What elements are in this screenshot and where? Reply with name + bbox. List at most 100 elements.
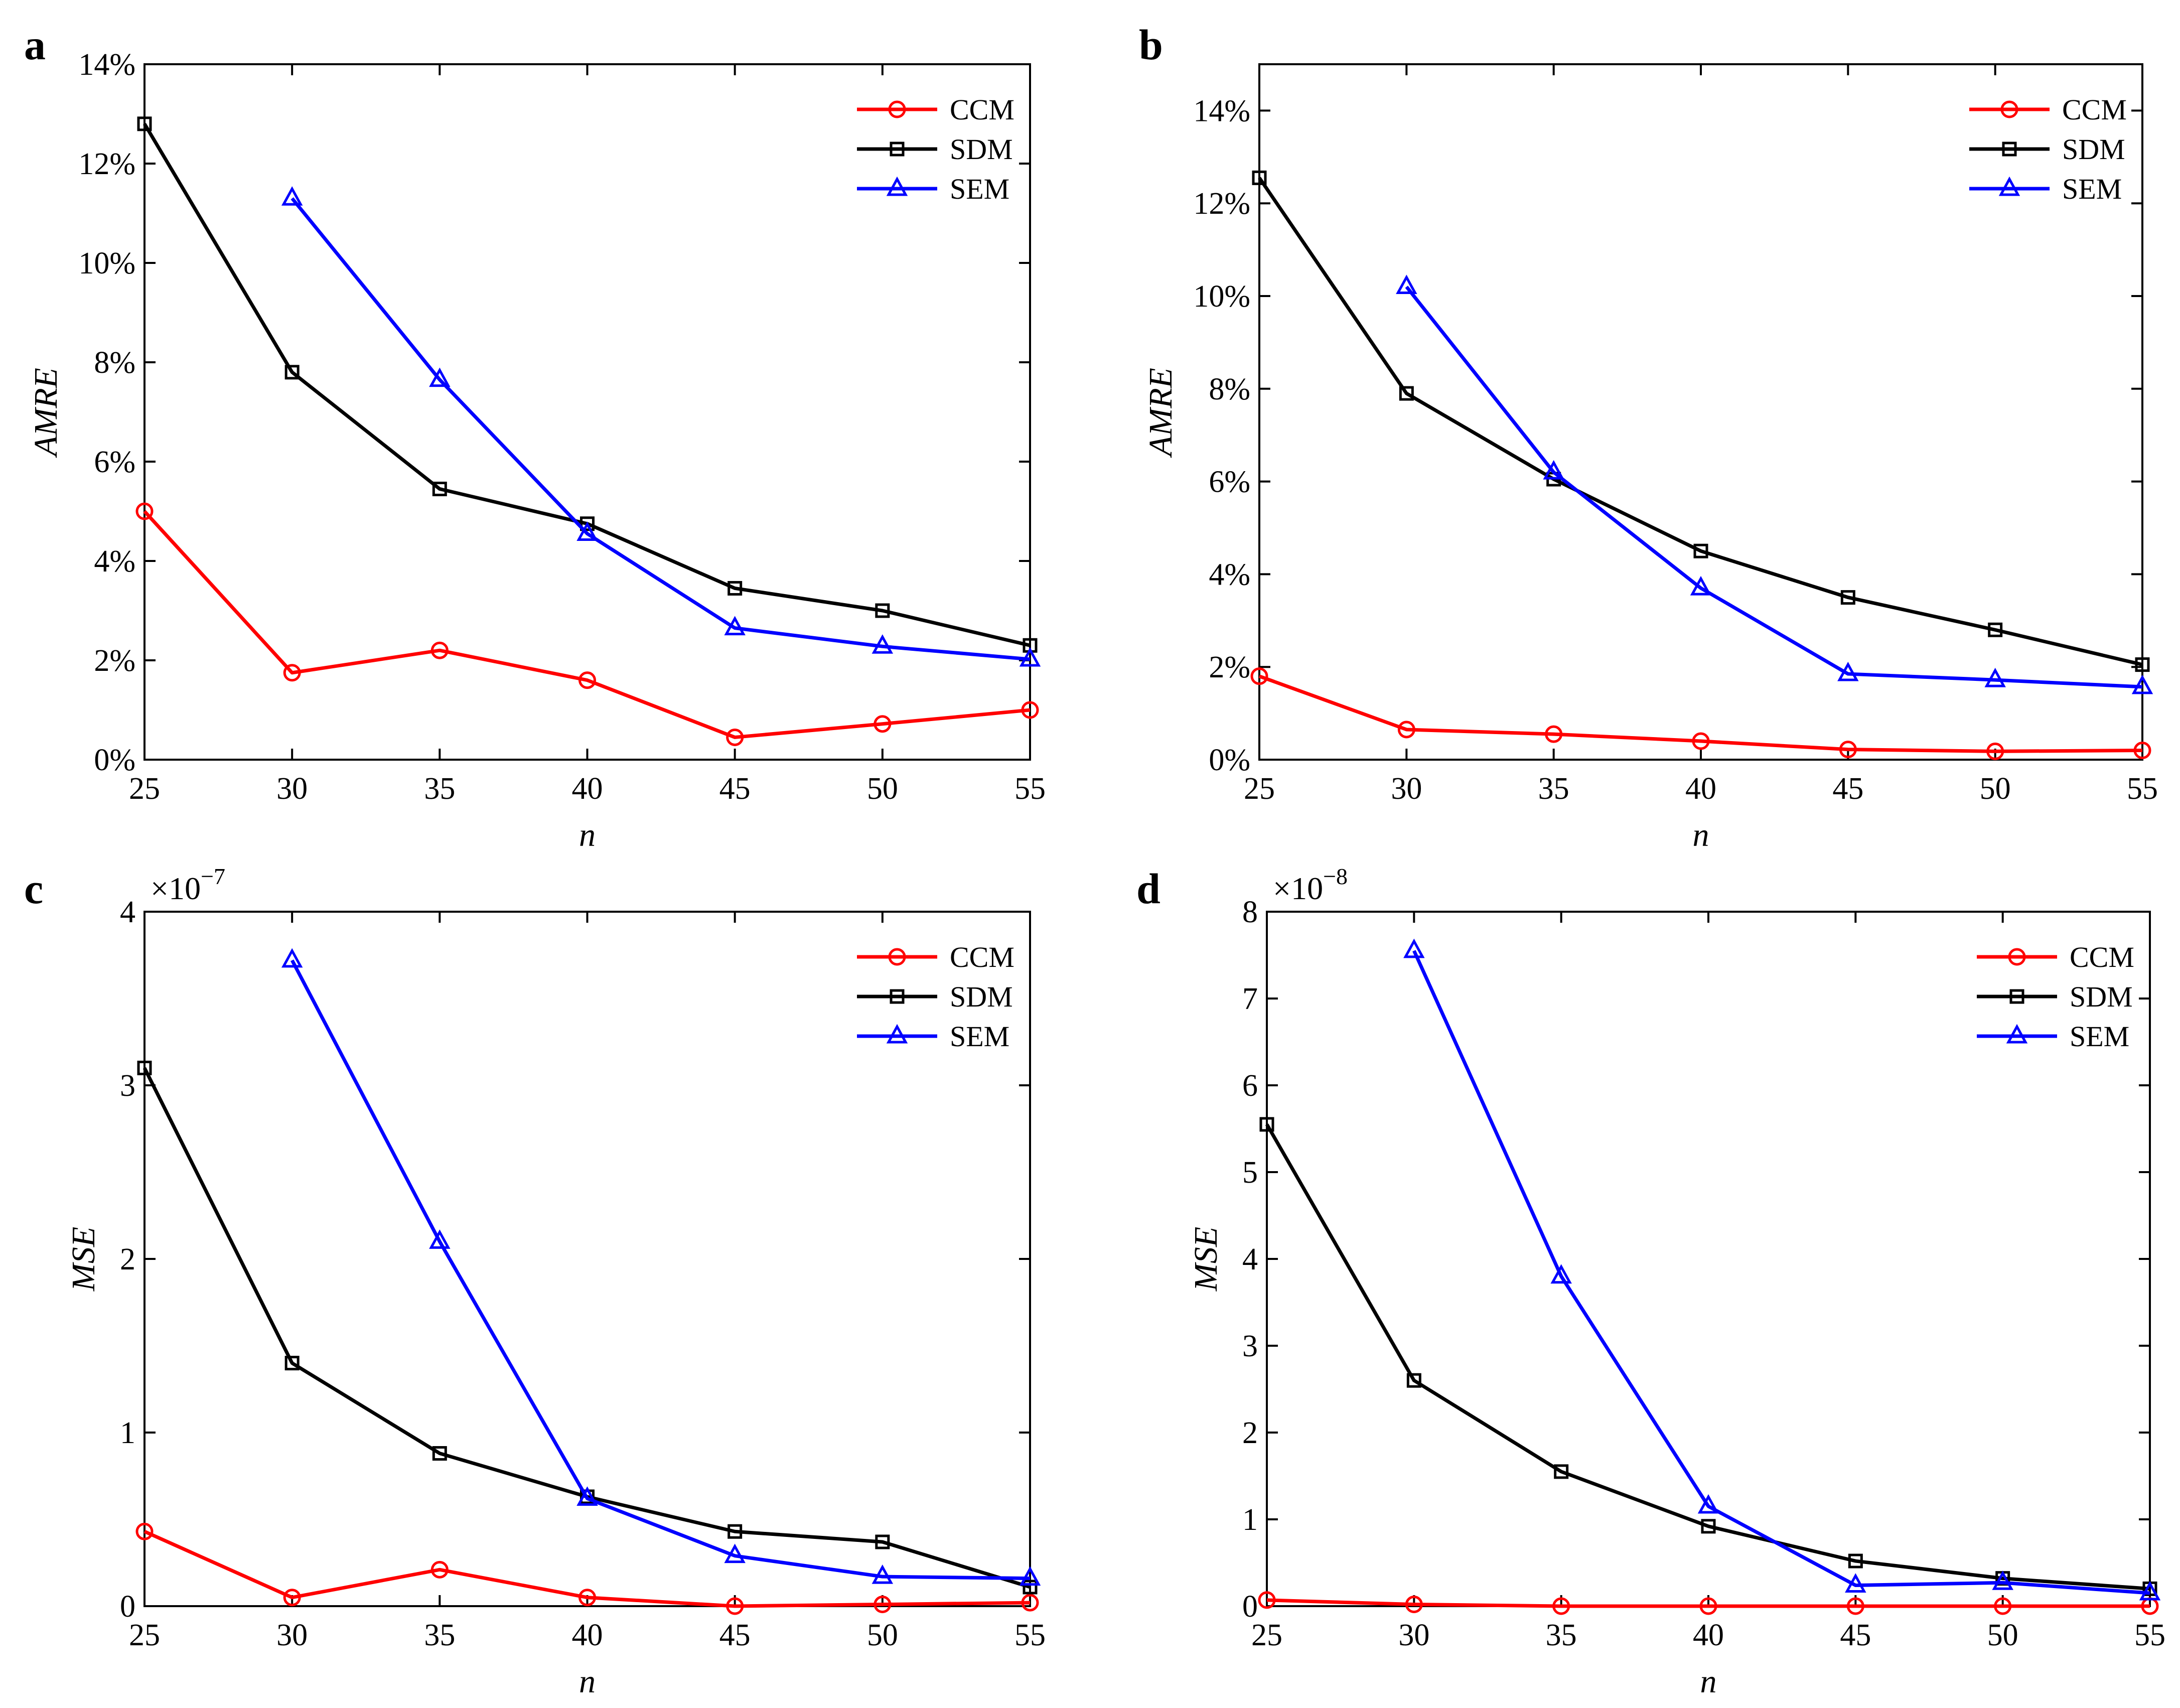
- y-tick-label: 0%: [1209, 743, 1250, 777]
- y-tick-label: 14%: [1193, 94, 1250, 128]
- series-CCM: [135, 502, 1039, 746]
- series-SEM: [281, 186, 1041, 667]
- circle-marker: [1994, 1597, 2012, 1615]
- legend-label: CCM: [2062, 93, 2127, 126]
- circle-marker: [578, 1589, 596, 1607]
- square-marker: [890, 989, 905, 1004]
- triangle-marker: [1550, 1264, 1572, 1284]
- plot-frame: [1266, 911, 2151, 1607]
- legend: CCM SDM SEM: [1969, 93, 2127, 205]
- y-tick-label: 14%: [78, 48, 135, 82]
- legend: CCM SDM SEM: [857, 941, 1014, 1053]
- series-line: [143, 510, 1031, 739]
- circle-marker: [578, 671, 596, 689]
- y-tick-label: 3: [1242, 1329, 1258, 1363]
- series-line: [1265, 1123, 2150, 1591]
- legend: CCM SDM SEM: [857, 93, 1014, 205]
- series-line: [1405, 286, 2143, 689]
- series-CCM: [1258, 1591, 2159, 1615]
- series-SEM: [1396, 274, 2153, 694]
- series-line: [142, 123, 1031, 647]
- x-axis-label: n: [579, 817, 596, 853]
- legend-label: CCM: [950, 93, 1014, 126]
- legend: CCM SDM SEM: [1977, 941, 2134, 1053]
- y-tick-label: 6%: [1209, 465, 1250, 499]
- panel-a: a 25 30 35 40 45 50 55 0% 2% 4% 6% 8% 10% 12% 14% n AMRE C…: [24, 21, 1046, 853]
- y-tick-label: 4: [1242, 1242, 1258, 1276]
- y-axis-label: MSE: [1188, 1227, 1224, 1292]
- square-marker: [284, 1356, 300, 1371]
- x-tick-label: 55: [2134, 1618, 2165, 1652]
- circle-marker: [1250, 667, 1268, 685]
- y-tick-label: 1: [1242, 1503, 1258, 1537]
- panel-letter: b: [1139, 21, 1163, 69]
- triangle-marker: [871, 1564, 894, 1584]
- y-tick-label: 8%: [94, 346, 135, 380]
- triangle-marker: [1019, 1566, 1041, 1586]
- circle-marker: [1692, 732, 1710, 750]
- legend-label: SEM: [950, 173, 1009, 205]
- triangle-marker: [1998, 176, 2020, 196]
- legend-label: SEM: [2070, 1020, 2129, 1053]
- x-tick-label: 50: [1987, 1618, 2018, 1652]
- series-CCM: [135, 1522, 1039, 1615]
- y-tick-label: 8: [1242, 895, 1258, 929]
- circle-marker: [1839, 741, 1857, 759]
- square-marker: [875, 1534, 890, 1549]
- square-marker: [1252, 170, 1267, 185]
- y-tick-label: 0: [120, 1590, 135, 1624]
- series-line: [142, 1067, 1031, 1589]
- legend-label: SDM: [950, 980, 1013, 1013]
- y-tick-label: 2%: [94, 644, 135, 678]
- triangle-marker: [429, 1229, 451, 1249]
- panel-letter: c: [24, 865, 43, 913]
- series-line: [290, 197, 1031, 661]
- triangle-marker: [1019, 647, 1041, 667]
- x-axis-label: n: [1700, 1663, 1717, 1700]
- triangle-marker: [576, 521, 598, 541]
- y-tick-label: 4: [120, 895, 135, 929]
- x-tick-label: 55: [1014, 1618, 1046, 1652]
- circle-marker: [430, 1560, 449, 1579]
- square-marker: [1988, 622, 2003, 637]
- panel-d: d25 30 35 40 45 50 55012345678nMSE×10−8CCMSDMS…: [1136, 864, 2165, 1700]
- x-tick-label: 40: [572, 1618, 603, 1652]
- series-line: [1258, 674, 2143, 753]
- square-marker: [1554, 1464, 1569, 1479]
- x-tick-label: 40: [1693, 1618, 1724, 1652]
- x-tick-label: 50: [1980, 772, 2011, 806]
- x-tick-label: 45: [1840, 1618, 1871, 1652]
- square-marker: [1701, 1519, 1716, 1534]
- circle-marker: [888, 948, 906, 966]
- legend-label: SDM: [2062, 133, 2125, 166]
- circle-marker: [1021, 1594, 1039, 1612]
- x-tick-label: 35: [424, 1618, 455, 1652]
- x-tick-label: 40: [1685, 772, 1716, 806]
- y-multiplier: ×10−7: [151, 864, 225, 906]
- circle-marker: [2133, 742, 2151, 760]
- circle-marker: [135, 502, 154, 520]
- x-tick-label: 25: [129, 1618, 160, 1652]
- circle-marker: [1699, 1597, 1717, 1615]
- x-axis-label: n: [579, 1663, 596, 1700]
- y-multiplier: ×10−8: [1273, 864, 1348, 906]
- square-marker: [1023, 1580, 1038, 1595]
- square-marker: [2002, 141, 2017, 157]
- x-tick-label: 55: [2127, 772, 2158, 806]
- x-tick-label: 30: [1398, 1618, 1429, 1652]
- y-tick-label: 0%: [94, 743, 135, 777]
- circle-marker: [874, 1596, 892, 1614]
- triangle-marker: [724, 616, 746, 636]
- triangle-marker: [886, 176, 908, 196]
- panel-c: c 25 30 35 40 45 50 55 0 1 2 3 4 n MSE ×10−7 CCM SDM SEM: [24, 864, 1046, 1700]
- x-tick-label: 50: [867, 1618, 898, 1652]
- x-tick-label: 45: [1832, 772, 1863, 806]
- circle-marker: [888, 100, 906, 118]
- square-marker: [728, 1524, 743, 1539]
- triangle-marker: [724, 1543, 746, 1563]
- series-line: [143, 1530, 1031, 1608]
- series-line: [1258, 177, 2143, 666]
- x-tick-label: 45: [719, 1618, 751, 1652]
- x-tick-label: 30: [1391, 772, 1422, 806]
